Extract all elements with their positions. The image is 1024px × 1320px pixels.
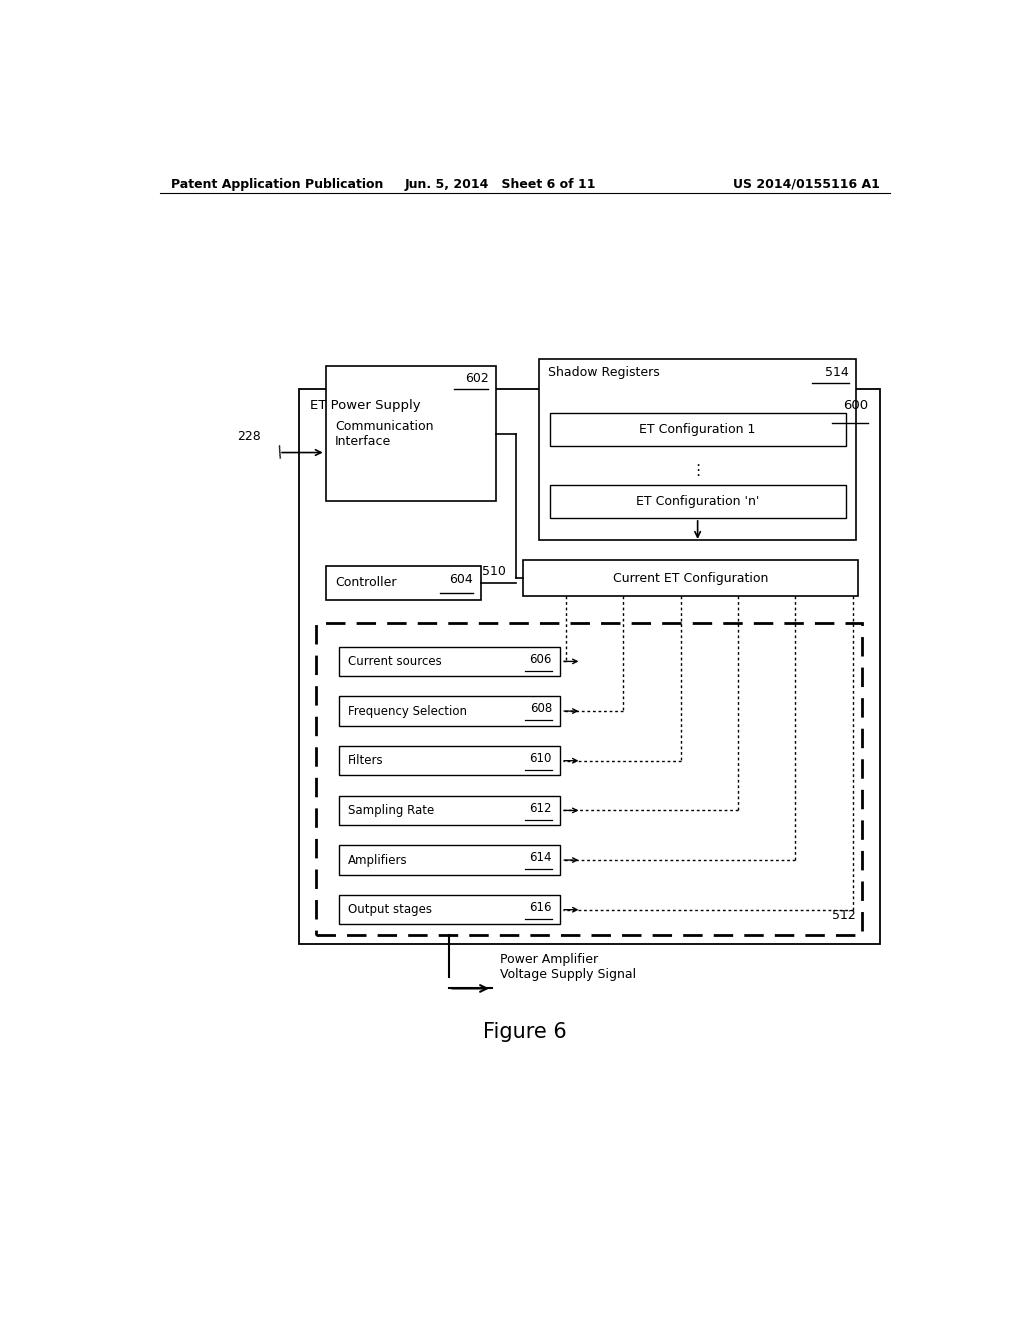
Text: 616: 616 bbox=[529, 902, 552, 913]
Text: 600: 600 bbox=[843, 399, 868, 412]
Text: Filters: Filters bbox=[348, 754, 384, 767]
Text: 512: 512 bbox=[831, 909, 856, 923]
Text: 228: 228 bbox=[238, 430, 261, 444]
Text: 514: 514 bbox=[825, 367, 849, 379]
Text: Output stages: Output stages bbox=[348, 903, 432, 916]
Text: ET Configuration 1: ET Configuration 1 bbox=[639, 422, 756, 436]
FancyBboxPatch shape bbox=[339, 746, 560, 775]
FancyBboxPatch shape bbox=[339, 697, 560, 726]
Text: Current ET Configuration: Current ET Configuration bbox=[613, 572, 768, 585]
Text: Amplifiers: Amplifiers bbox=[348, 854, 408, 866]
Text: Current sources: Current sources bbox=[348, 655, 441, 668]
Text: Figure 6: Figure 6 bbox=[483, 1023, 566, 1043]
Text: Jun. 5, 2014   Sheet 6 of 11: Jun. 5, 2014 Sheet 6 of 11 bbox=[404, 178, 596, 190]
Text: /: / bbox=[275, 445, 286, 461]
Text: Patent Application Publication: Patent Application Publication bbox=[171, 178, 383, 190]
FancyBboxPatch shape bbox=[326, 367, 496, 502]
Text: 602: 602 bbox=[465, 372, 488, 385]
Text: 614: 614 bbox=[529, 851, 552, 865]
Text: ET Power Supply: ET Power Supply bbox=[310, 399, 421, 412]
Text: Sampling Rate: Sampling Rate bbox=[348, 804, 434, 817]
FancyBboxPatch shape bbox=[523, 561, 858, 595]
FancyBboxPatch shape bbox=[339, 796, 560, 825]
FancyBboxPatch shape bbox=[550, 484, 846, 517]
Text: Controller: Controller bbox=[335, 576, 396, 589]
Text: Frequency Selection: Frequency Selection bbox=[348, 705, 467, 718]
FancyBboxPatch shape bbox=[339, 895, 560, 924]
Text: Power Amplifier
Voltage Supply Signal: Power Amplifier Voltage Supply Signal bbox=[500, 953, 636, 981]
FancyBboxPatch shape bbox=[539, 359, 856, 540]
Text: 612: 612 bbox=[529, 801, 552, 814]
Text: 510: 510 bbox=[482, 565, 506, 578]
Text: ⋮: ⋮ bbox=[690, 463, 706, 478]
FancyBboxPatch shape bbox=[339, 845, 560, 875]
Text: 610: 610 bbox=[529, 752, 552, 764]
FancyBboxPatch shape bbox=[326, 566, 480, 599]
Text: 604: 604 bbox=[450, 573, 473, 586]
Text: 606: 606 bbox=[529, 652, 552, 665]
FancyBboxPatch shape bbox=[339, 647, 560, 676]
FancyBboxPatch shape bbox=[299, 389, 880, 944]
FancyBboxPatch shape bbox=[550, 413, 846, 446]
Text: Shadow Registers: Shadow Registers bbox=[548, 367, 659, 379]
FancyBboxPatch shape bbox=[315, 623, 862, 935]
Text: 608: 608 bbox=[529, 702, 552, 715]
Text: ET Configuration 'n': ET Configuration 'n' bbox=[636, 495, 760, 508]
Text: Communication
Interface: Communication Interface bbox=[335, 420, 433, 447]
Text: US 2014/0155116 A1: US 2014/0155116 A1 bbox=[733, 178, 880, 190]
